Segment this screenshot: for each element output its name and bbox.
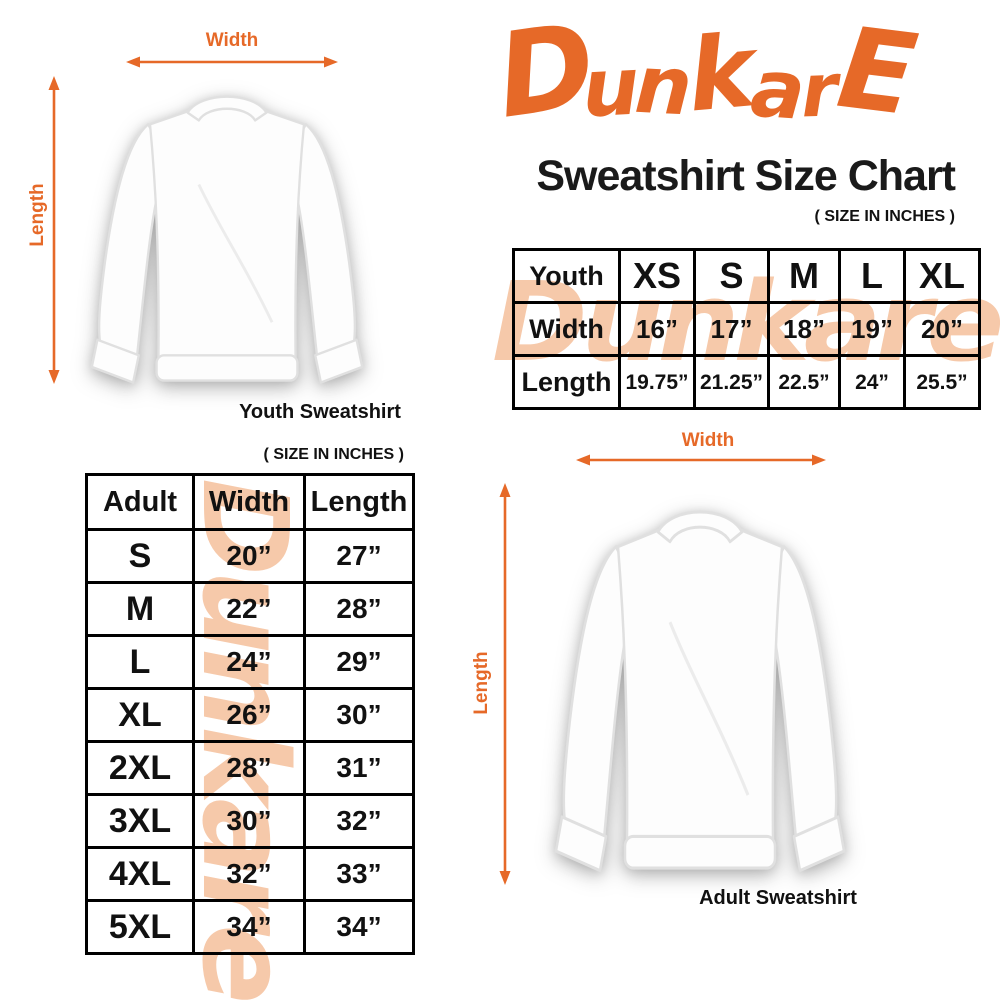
units-note-adult: ( SIZE IN INCHES ) <box>263 446 404 463</box>
table-row: L 24” 29” <box>85 634 415 690</box>
adult-table-cell: 34” <box>303 899 415 955</box>
adult-table-cell: 31” <box>303 740 415 796</box>
youth-table-cell: 17” <box>693 301 770 357</box>
adult-length-arrow-icon <box>499 483 511 885</box>
adult-table-cell: 34” <box>192 899 306 955</box>
dunkare-logo: D u n k a r E <box>420 0 990 158</box>
youth-table-cell: 19.75” <box>618 354 696 410</box>
youth-width-arrow-icon <box>126 56 338 68</box>
adult-table-cell: 30” <box>192 793 306 849</box>
table-row: Adult Width Length <box>85 473 415 531</box>
adult-table-cell: Width <box>192 473 306 531</box>
youth-sweatshirt-caption: Youth Sweatshirt <box>239 401 401 423</box>
logo-letter: E <box>831 3 920 141</box>
youth-size-table: Youth XS S M L XL Width 16” 17” 18” 19” … <box>512 248 981 410</box>
adult-table-cell: 29” <box>303 634 415 690</box>
youth-table-cell: L <box>838 248 906 304</box>
adult-table-cell: S <box>85 528 195 584</box>
table-row: S 20” 27” <box>85 528 415 584</box>
youth-table-cell: 21.25” <box>693 354 770 410</box>
adult-size-table: Adult Width Length S 20” 27” M 22” 28” L… <box>85 473 415 955</box>
logo-letter: k <box>683 12 756 135</box>
youth-length-label: Length <box>27 183 48 247</box>
adult-table-cell: M <box>85 581 195 637</box>
logo-letter: a <box>747 41 805 138</box>
youth-table-cell: Width <box>512 301 621 357</box>
table-row: 2XL 28” 31” <box>85 740 415 796</box>
youth-table-cell: 24” <box>838 354 906 410</box>
youth-table-cell: S <box>693 248 770 304</box>
adult-table-cell: XL <box>85 687 195 743</box>
youth-table-cell: 16” <box>618 301 696 357</box>
adult-sweatshirt-image <box>554 510 846 873</box>
table-row: Youth XS S M L XL <box>512 248 981 304</box>
adult-table-cell: 32” <box>303 793 415 849</box>
adult-table-cell: 5XL <box>85 899 195 955</box>
adult-width-arrow-icon <box>576 454 826 466</box>
page-title: Sweatshirt Size Chart <box>536 152 956 200</box>
table-row: M 22” 28” <box>85 581 415 637</box>
youth-table-cell: Youth <box>512 248 621 304</box>
adult-table-cell: Length <box>303 473 415 531</box>
youth-table-cell: 20” <box>903 301 981 357</box>
adult-sweatshirt-caption: Adult Sweatshirt <box>699 887 857 909</box>
table-row: 4XL 32” 33” <box>85 846 415 902</box>
youth-table-cell: 18” <box>767 301 841 357</box>
logo-letter: u <box>580 39 638 136</box>
table-row: 5XL 34” 34” <box>85 899 415 955</box>
youth-table-cell: XL <box>903 248 981 304</box>
adult-table-cell: 3XL <box>85 793 195 849</box>
table-row: Length 19.75” 21.25” 22.5” 24” 25.5” <box>512 354 981 410</box>
adult-table-cell: 4XL <box>85 846 195 902</box>
youth-width-label: Width <box>205 30 259 51</box>
youth-table-cell: 22.5” <box>767 354 841 410</box>
youth-length-arrow-icon <box>48 76 60 384</box>
adult-table-cell: Adult <box>85 473 195 531</box>
logo-letter: n <box>633 37 691 134</box>
table-row: XL 26” 30” <box>85 687 415 743</box>
youth-table-cell: M <box>767 248 841 304</box>
table-row: Width 16” 17” 18” 19” 20” <box>512 301 981 357</box>
adult-table-cell: 30” <box>303 687 415 743</box>
adult-table-cell: 22” <box>192 581 306 637</box>
adult-length-label: Length <box>471 651 492 715</box>
units-note-top: ( SIZE IN INCHES ) <box>814 208 955 225</box>
youth-table-cell: 19” <box>838 301 906 357</box>
adult-width-label: Width <box>681 430 735 451</box>
youth-table-cell: XS <box>618 248 696 304</box>
adult-table-cell: 24” <box>192 634 306 690</box>
adult-table-cell: 32” <box>192 846 306 902</box>
adult-table-cell: 33” <box>303 846 415 902</box>
logo-letter: r <box>799 47 835 135</box>
adult-table-cell: 20” <box>192 528 306 584</box>
youth-table-cell: Length <box>512 354 621 410</box>
youth-sweatshirt-image <box>90 95 364 384</box>
adult-table-cell: 27” <box>303 528 415 584</box>
youth-table-cell: 25.5” <box>903 354 981 410</box>
table-row: 3XL 30” 32” <box>85 793 415 849</box>
adult-table-cell: 28” <box>192 740 306 796</box>
adult-table-cell: 2XL <box>85 740 195 796</box>
adult-table-cell: L <box>85 634 195 690</box>
adult-table-cell: 28” <box>303 581 415 637</box>
adult-table-cell: 26” <box>192 687 306 743</box>
